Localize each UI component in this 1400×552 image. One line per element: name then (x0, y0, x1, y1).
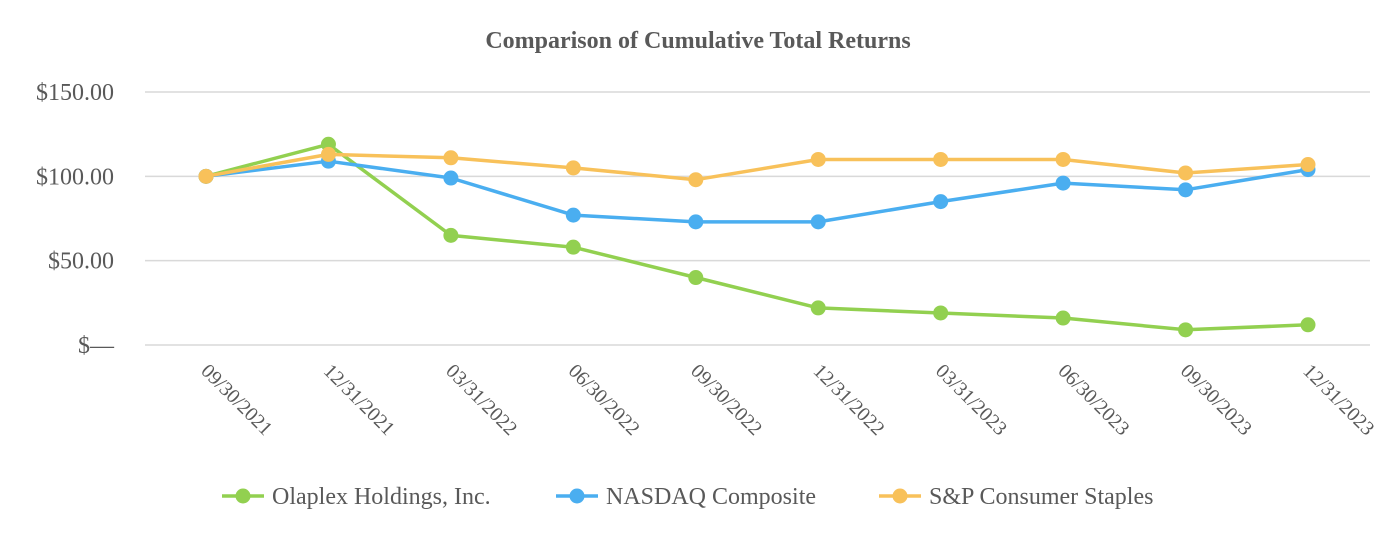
data-point (1300, 157, 1316, 173)
legend-item: S&P Consumer Staples (879, 484, 1153, 510)
chart-title: Comparison of Cumulative Total Returns (485, 28, 910, 54)
legend-label: S&P Consumer Staples (929, 484, 1153, 510)
legend-item: Olaplex Holdings, Inc. (222, 484, 491, 510)
data-point (565, 239, 581, 255)
data-point (1178, 322, 1194, 338)
data-point (443, 170, 459, 186)
data-point (565, 160, 581, 176)
data-point (1055, 175, 1071, 191)
y-tick-label: $— (78, 333, 115, 359)
data-point (198, 168, 214, 184)
legend-dot-marker (569, 488, 585, 504)
x-tick-label: 12/31/2022 (809, 360, 889, 440)
series-line (204, 152, 1310, 182)
data-point (688, 214, 704, 230)
data-point (688, 270, 704, 286)
data-point (443, 150, 459, 166)
data-point (320, 146, 336, 162)
data-point (933, 194, 949, 210)
series-line (204, 159, 1310, 224)
x-tick-label: 12/31/2021 (319, 360, 399, 440)
x-tick-label: 09/30/2023 (1176, 360, 1256, 440)
legend-item: NASDAQ Composite (556, 484, 816, 510)
data-point (565, 207, 581, 223)
data-point (810, 151, 826, 167)
legend-dot-marker (892, 488, 908, 504)
y-tick-label: $150.00 (36, 80, 114, 106)
x-tick-label: 09/30/2022 (686, 360, 766, 440)
legend-label: Olaplex Holdings, Inc. (272, 484, 491, 510)
gridlines (145, 91, 1370, 346)
series-group (198, 146, 1316, 188)
legend: Olaplex Holdings, Inc. NASDAQ Composite S&… (222, 484, 1153, 510)
data-point (1300, 317, 1316, 333)
legend-label: NASDAQ Composite (606, 484, 816, 510)
x-axis-tick-labels: 09/30/2021 12/31/2021 03/31/2022 06/30/2022… (196, 360, 1378, 440)
data-point (1178, 182, 1194, 198)
x-tick-label: 09/30/2021 (196, 360, 276, 440)
x-tick-label: 03/31/2022 (441, 360, 521, 440)
data-point (1055, 310, 1071, 326)
series-group (198, 153, 1316, 230)
y-axis-tick-labels: $— $50.00 $100.00 $150.00 (36, 80, 115, 359)
legend-dot-marker (235, 488, 251, 504)
data-point (933, 305, 949, 321)
data-point (688, 172, 704, 188)
y-tick-label: $100.00 (36, 164, 114, 190)
data-point (810, 300, 826, 316)
x-tick-label: 03/31/2023 (931, 360, 1011, 440)
data-point (810, 214, 826, 230)
x-tick-label: 06/30/2022 (564, 360, 644, 440)
x-tick-label: 12/31/2023 (1298, 360, 1378, 440)
series-lines (198, 136, 1316, 338)
series-line (204, 142, 1310, 332)
x-tick-label: 06/30/2023 (1054, 360, 1134, 440)
y-tick-label: $50.00 (48, 249, 114, 275)
data-point (443, 227, 459, 243)
data-point (933, 151, 949, 167)
data-point (1055, 151, 1071, 167)
data-point (1178, 165, 1194, 181)
